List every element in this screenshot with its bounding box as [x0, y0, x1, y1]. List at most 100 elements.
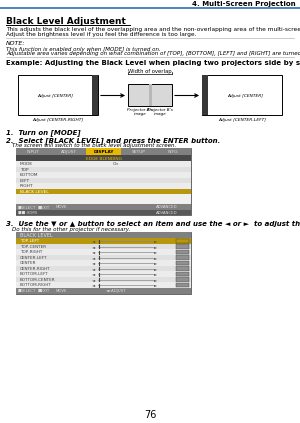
Text: INFO.: INFO. [168, 150, 179, 154]
Bar [16, 233, 191, 294]
Bar [176, 239, 189, 244]
Text: Projector A's: Projector A's [127, 109, 153, 113]
Text: INPUT: INPUT [27, 150, 40, 154]
Text: ◄: ◄ [92, 261, 95, 265]
Bar [128, 85, 172, 107]
Text: ◄: ◄ [92, 278, 95, 282]
Bar [16, 277, 191, 283]
Text: Adjust [CENTER-RIGHT]: Adjust [CENTER-RIGHT] [32, 118, 84, 121]
Bar [16, 184, 191, 189]
Text: BOTTOM: BOTTOM [20, 173, 38, 177]
Text: TOP: TOP [20, 168, 28, 172]
Bar [176, 266, 189, 271]
Text: Adjust [CENTER-LEFT]: Adjust [CENTER-LEFT] [218, 118, 266, 121]
Text: MOVE: MOVE [56, 206, 68, 209]
Bar [86, 148, 121, 156]
Bar [176, 250, 189, 255]
Text: Adjust [CENTER]: Adjust [CENTER] [37, 93, 73, 97]
Bar [16, 283, 191, 288]
Text: NOTE:: NOTE: [6, 41, 26, 46]
Text: ◄: ◄ [92, 250, 95, 254]
Bar [16, 261, 191, 266]
Bar [176, 261, 189, 266]
Text: ◄: ◄ [92, 239, 95, 243]
Bar [16, 233, 191, 239]
Text: BLACK LEVEL: BLACK LEVEL [20, 190, 49, 194]
Bar [16, 239, 191, 244]
Bar [16, 204, 191, 211]
Text: 76: 76 [144, 410, 156, 420]
Text: BOTTOM-RIGHT: BOTTOM-RIGHT [20, 283, 52, 287]
Text: Adjust [CENTER]: Adjust [CENTER] [227, 93, 263, 97]
Text: ►: ► [154, 261, 157, 265]
Bar [16, 156, 191, 162]
Text: ◄: ◄ [92, 256, 95, 260]
Text: ■SELECT: ■SELECT [18, 289, 36, 293]
Text: CENTER-LEFT: CENTER-LEFT [20, 256, 47, 260]
Text: 4. Multi-Screen Projection: 4. Multi-Screen Projection [192, 1, 296, 7]
Text: MODE: MODE [20, 162, 33, 166]
Text: Width of overlap: Width of overlap [128, 69, 172, 74]
Text: SETUP: SETUP [132, 150, 145, 154]
Text: ADVANCED: ADVANCED [156, 206, 178, 209]
Text: Adjustable area varies depending on what combination of [TOP], [BOTTOM], [LEFT] : Adjustable area varies depending on what… [6, 52, 300, 57]
Text: ►: ► [154, 250, 157, 254]
Text: TOP-CENTER: TOP-CENTER [20, 245, 46, 249]
Text: ■■ HDMI: ■■ HDMI [18, 211, 37, 215]
Text: ◄: ◄ [92, 283, 95, 287]
Text: BLACK LEVEL: BLACK LEVEL [20, 233, 53, 238]
Bar [16, 272, 191, 277]
Bar [92, 75, 98, 115]
Text: RIGHT: RIGHT [20, 184, 34, 188]
Text: ■SELECT: ■SELECT [18, 206, 36, 209]
Text: MOVE: MOVE [56, 289, 68, 293]
Bar [18, 75, 98, 115]
Text: ■EXIT: ■EXIT [38, 206, 50, 209]
Text: ►: ► [154, 283, 157, 287]
Text: ►: ► [154, 272, 157, 276]
Text: ◄►ADJUST: ◄►ADJUST [106, 289, 127, 293]
Text: ►: ► [154, 245, 157, 249]
Text: ◄: ◄ [92, 267, 95, 271]
Text: This function is enabled only when [MODE] is turned on.: This function is enabled only when [MODE… [6, 47, 161, 52]
Text: image: image [154, 112, 166, 116]
Bar [16, 250, 191, 255]
Text: 3.  Use the ▼ or ▲ button to select an item and use the ◄ or ►  to adjust the bl: 3. Use the ▼ or ▲ button to select an it… [6, 220, 300, 227]
Bar [202, 75, 208, 115]
Bar [176, 272, 189, 277]
Bar [149, 85, 152, 107]
Bar [176, 283, 189, 288]
Bar [16, 189, 191, 195]
Text: LEFT: LEFT [20, 179, 30, 183]
Bar [16, 148, 191, 215]
Text: image: image [134, 112, 146, 116]
Bar [176, 244, 189, 249]
Text: ADVANCED: ADVANCED [156, 211, 178, 215]
Text: TOP-RIGHT: TOP-RIGHT [20, 250, 42, 254]
Text: BOTTOM-LEFT: BOTTOM-LEFT [20, 272, 49, 276]
Text: Adjust the brightness level if you feel the difference is too large.: Adjust the brightness level if you feel … [6, 32, 196, 37]
Text: ►: ► [154, 239, 157, 243]
Text: ►: ► [154, 256, 157, 260]
Bar [176, 255, 189, 260]
Bar [202, 75, 282, 115]
Text: ◄: ◄ [92, 272, 95, 276]
Text: Projector B's: Projector B's [147, 109, 173, 113]
Text: This adjusts the black level of the overlapping area and the non-overlapping are: This adjusts the black level of the over… [6, 27, 300, 32]
Text: Do this for the other projector if necessary.: Do this for the other projector if neces… [12, 228, 130, 233]
Text: ►: ► [154, 278, 157, 282]
Bar [16, 288, 191, 294]
Text: The screen will switch to the black level adjustment screen.: The screen will switch to the black leve… [12, 143, 176, 148]
Text: BOTTOM-CENTER: BOTTOM-CENTER [20, 278, 56, 282]
Bar [16, 255, 191, 261]
Text: EDGE BLENDING: EDGE BLENDING [85, 157, 122, 160]
Bar [16, 162, 191, 167]
Text: 2.  Select [BLACK LEVEL] and press the ENTER button.: 2. Select [BLACK LEVEL] and press the EN… [6, 137, 220, 145]
Bar [16, 178, 191, 184]
Text: Example: Adjusting the Black Level when placing two projectors side by side: Example: Adjusting the Black Level when … [6, 60, 300, 66]
Bar [16, 211, 191, 215]
Text: CENTER-RIGHT: CENTER-RIGHT [20, 267, 51, 271]
Text: Black Level Adjustment: Black Level Adjustment [6, 17, 126, 26]
Text: ADJUST: ADJUST [61, 150, 76, 154]
Bar [16, 167, 191, 173]
